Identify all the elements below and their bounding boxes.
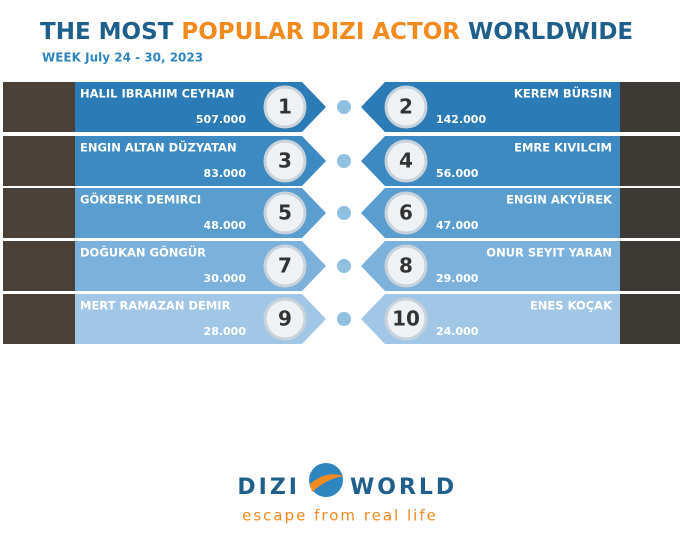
rank: 1 — [278, 95, 292, 119]
rank-circle — [384, 244, 428, 288]
rank: 8 — [399, 254, 413, 278]
rank-circle — [263, 85, 307, 129]
card — [75, 82, 326, 132]
card — [75, 136, 326, 186]
logo-swoosh — [310, 474, 344, 492]
view-count: 83.000 — [204, 167, 247, 180]
card — [361, 294, 620, 344]
photo — [620, 82, 680, 132]
photo — [620, 294, 680, 344]
photo — [3, 82, 75, 132]
view-count: 29.000 — [436, 272, 479, 285]
rank: 3 — [278, 149, 292, 173]
photo — [3, 188, 75, 238]
rank-circle — [263, 139, 307, 183]
actor-name: ONUR SEYIT YARAN — [486, 246, 612, 260]
rank: 9 — [278, 307, 292, 331]
title-part: POPULAR DIZI ACTOR — [181, 19, 460, 45]
view-count: 48.000 — [204, 219, 247, 232]
card — [361, 241, 620, 291]
center-dot — [337, 312, 351, 326]
actor-name: MERT RAMAZAN DEMIR — [80, 299, 231, 313]
card — [361, 136, 620, 186]
photo — [620, 241, 680, 291]
view-count: 30.000 — [204, 272, 247, 285]
rank: 6 — [399, 201, 413, 225]
view-count: 47.000 — [436, 219, 479, 232]
photo — [3, 294, 75, 344]
rank-circle — [263, 244, 307, 288]
rows: HALIL IBRAHIM CEYHAN 507.000 1 KEREM BÜRSIN… — [3, 82, 680, 344]
actor-name: GÖKBERK DEMIRCI — [80, 192, 201, 207]
actor-name: ENES KOÇAK — [530, 299, 613, 313]
card — [361, 82, 620, 132]
photo — [3, 136, 75, 186]
card — [75, 188, 326, 238]
rank: 5 — [278, 201, 292, 225]
rank: 4 — [399, 149, 413, 173]
center-dot — [337, 100, 351, 114]
center-dot — [337, 206, 351, 220]
actor-name: ENGIN AKYÜREK — [506, 192, 613, 207]
week: WEEK July 24 - 30, 2023 — [42, 51, 203, 65]
rank: 10 — [392, 307, 420, 331]
rank-circle — [263, 191, 307, 235]
photo — [3, 241, 75, 291]
card — [361, 188, 620, 238]
rank-circle — [384, 85, 428, 129]
rank-circle — [384, 191, 428, 235]
actor-name: HALIL IBRAHIM CEYHAN — [80, 87, 234, 101]
title-part: THE MOST — [40, 19, 174, 45]
title-part: WORLDWIDE — [468, 19, 633, 45]
logo-right: WORLD — [350, 475, 457, 500]
tagline: escape from real life — [242, 507, 438, 525]
view-count: 507.000 — [196, 113, 246, 126]
logo: DIZI WORLD escape from real life — [237, 463, 457, 525]
card — [75, 241, 326, 291]
rank-circle — [263, 297, 307, 341]
rank-circle — [384, 297, 428, 341]
logo-left: DIZI — [237, 475, 300, 500]
card — [75, 294, 326, 344]
view-count: 56.000 — [436, 167, 479, 180]
photo — [620, 188, 680, 238]
actor-name: EMRE KIVILCIM — [514, 141, 612, 155]
actor-name: DOĞUKAN GÖNGÜR — [80, 245, 206, 260]
center-dot — [337, 259, 351, 273]
center-dot — [337, 154, 351, 168]
title: THE MOST POPULAR DIZI ACTOR WORLDWIDE — [40, 19, 633, 45]
photo — [620, 136, 680, 186]
view-count: 142.000 — [436, 113, 486, 126]
rank: 7 — [278, 254, 292, 278]
rank-circle — [384, 139, 428, 183]
view-count: 28.000 — [204, 325, 247, 338]
view-count: 24.000 — [436, 325, 479, 338]
actor-name: KEREM BÜRSIN — [514, 86, 612, 101]
actor-name: ENGIN ALTAN DÜZYATAN — [80, 140, 237, 155]
rank: 2 — [399, 95, 413, 119]
